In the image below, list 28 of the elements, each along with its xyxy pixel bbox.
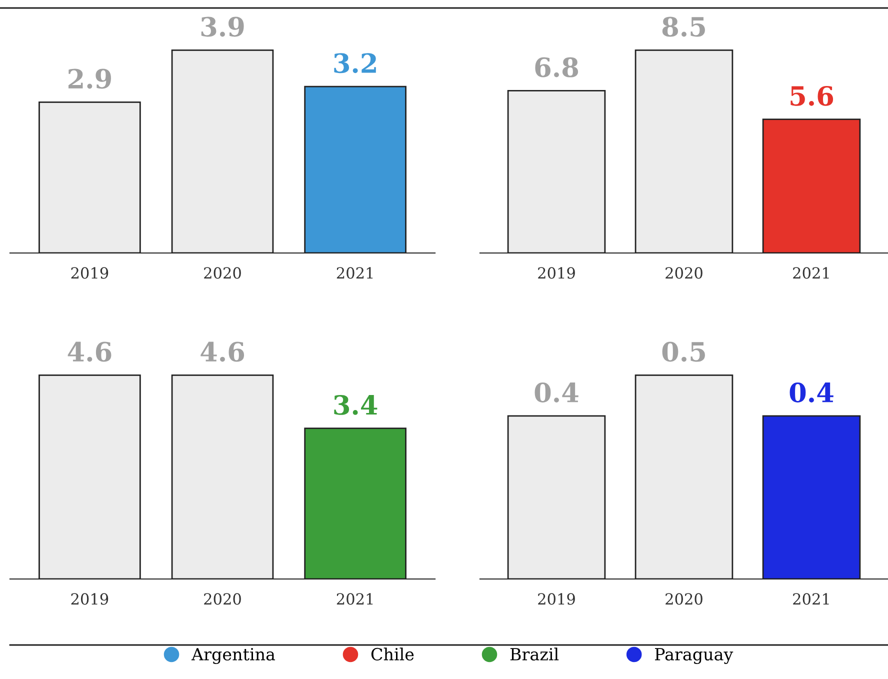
data-label: 0.4 [534, 382, 578, 403]
legend-label: Chile [371, 648, 414, 661]
legend-label: Paraguay [655, 648, 734, 664]
x-tick-label: 2020 [204, 593, 241, 605]
x-tick-label: 2019 [538, 267, 575, 279]
data-label: 3.9 [201, 16, 244, 37]
legend-label: Brazil [510, 648, 559, 661]
data-label: 4.6 [200, 342, 244, 362]
data-label: 2.9 [68, 68, 111, 89]
x-tick-label: 2020 [666, 593, 702, 605]
x-tick-label: 2021 [793, 593, 829, 605]
x-tick-label: 2019 [538, 593, 575, 605]
data-label: 3.2 [334, 53, 376, 74]
data-label: 8.5 [662, 16, 705, 37]
x-tick-label: 2019 [71, 593, 108, 605]
x-tick-label: 2020 [204, 267, 241, 279]
x-tick-label: 2021 [336, 267, 373, 279]
data-label: 6.8 [535, 57, 578, 78]
x-tick-label: 2021 [336, 593, 373, 605]
x-tick-label: 2020 [666, 267, 702, 279]
x-tick-label: 2019 [71, 267, 108, 279]
data-label: 0.5 [662, 342, 705, 362]
data-label: 3.4 [334, 394, 378, 415]
data-label: 5.6 [790, 86, 834, 106]
data-label: 4.6 [68, 342, 112, 362]
data-label: 0.4 [790, 382, 834, 403]
legend-label: Argentina [191, 648, 276, 664]
x-tick-label: 2021 [793, 267, 829, 279]
